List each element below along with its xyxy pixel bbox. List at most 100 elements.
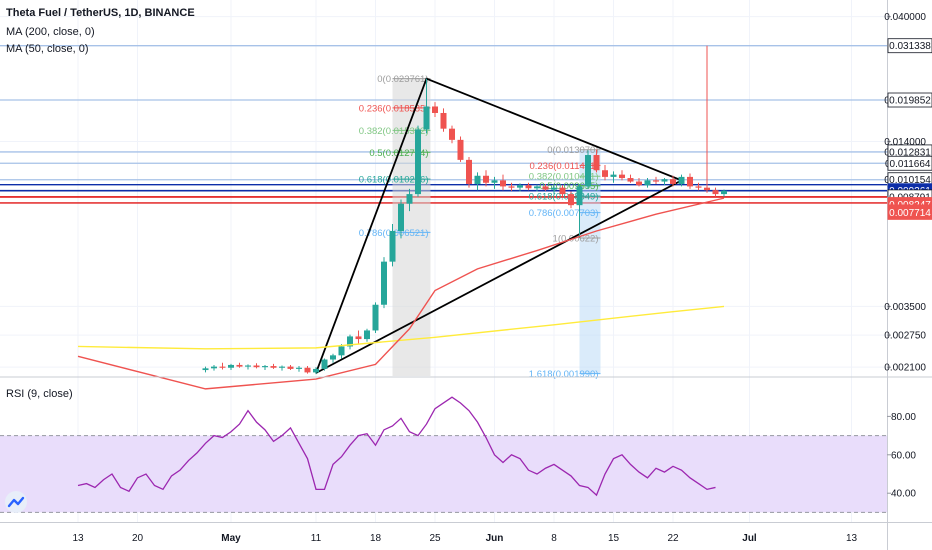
candle[interactable] [593, 149, 600, 173]
candle[interactable] [330, 353, 336, 363]
tradingview-logo-icon[interactable] [5, 491, 27, 513]
candle[interactable] [432, 102, 438, 118]
candle-body [585, 155, 591, 187]
ma50-line [77, 197, 725, 390]
candle[interactable] [602, 164, 608, 181]
rsi-pane [0, 396, 887, 513]
candle[interactable] [321, 358, 328, 371]
candle[interactable] [542, 183, 549, 191]
indicators [77, 197, 725, 390]
candle[interactable] [721, 189, 727, 197]
candle[interactable] [423, 78, 430, 134]
candle[interactable] [364, 328, 370, 342]
candle[interactable] [219, 362, 226, 370]
candle[interactable] [559, 185, 566, 197]
candle[interactable] [338, 344, 345, 359]
candle[interactable] [236, 362, 243, 368]
candle[interactable] [525, 182, 532, 191]
candle[interactable] [661, 178, 668, 186]
candle[interactable] [517, 183, 523, 192]
candle[interactable] [534, 184, 540, 192]
candle[interactable] [619, 170, 625, 181]
candle-body [449, 128, 455, 140]
candle[interactable] [704, 45, 710, 193]
candles [202, 45, 727, 375]
candle-body [653, 180, 659, 182]
candle[interactable] [508, 182, 515, 191]
candle[interactable] [695, 182, 702, 191]
svg-text:0.010154: 0.010154 [889, 175, 931, 186]
svg-text:0.031338: 0.031338 [889, 41, 931, 52]
candle[interactable] [406, 188, 413, 212]
candle[interactable] [415, 125, 421, 197]
fib-level-label: 0.786(0.007703) [529, 208, 599, 219]
candle[interactable] [678, 174, 685, 187]
candle-body [508, 186, 515, 188]
candle[interactable] [466, 156, 472, 188]
candle[interactable] [670, 175, 676, 187]
candle[interactable] [568, 191, 574, 209]
chart-title: Theta Fuel / TetherUS, 1D, BINANCE [6, 7, 195, 19]
candle[interactable] [245, 364, 251, 370]
candle[interactable] [440, 108, 447, 132]
y-tick-label: 0.002750 [884, 331, 926, 342]
svg-text:0.012831: 0.012831 [889, 147, 931, 158]
candle[interactable] [389, 223, 396, 267]
candle[interactable] [355, 330, 362, 344]
candle-body [670, 179, 676, 184]
candle[interactable] [313, 367, 319, 375]
x-tick-label: 18 [370, 533, 382, 544]
candle[interactable] [287, 364, 294, 371]
candle-body [704, 187, 710, 191]
candle[interactable] [398, 199, 404, 239]
rsi-band [0, 435, 887, 513]
candle[interactable] [253, 363, 260, 369]
candle[interactable] [279, 365, 285, 371]
candle[interactable] [500, 174, 506, 191]
candle[interactable] [372, 302, 379, 333]
candle[interactable] [474, 172, 481, 191]
candle-body [313, 368, 319, 373]
candle-body [321, 359, 328, 369]
candle[interactable] [457, 136, 464, 162]
candle-body [415, 129, 421, 195]
candle-body [236, 364, 243, 367]
candle[interactable] [712, 187, 719, 197]
svg-text:0.011664: 0.011664 [890, 159, 931, 170]
candle[interactable] [491, 176, 498, 189]
candle[interactable] [483, 170, 489, 187]
candle[interactable] [449, 125, 455, 144]
candle[interactable] [228, 363, 234, 371]
candle[interactable] [296, 366, 302, 372]
candle[interactable] [381, 257, 387, 309]
symmetrical-triangle[interactable] [315, 77, 684, 374]
candle-body [712, 190, 719, 195]
candle[interactable] [347, 334, 353, 350]
candle[interactable] [627, 174, 634, 183]
price-tag: 0.031338 [887, 38, 932, 54]
candle[interactable] [262, 364, 268, 371]
rsi-legend: RSI (9, close) [6, 388, 73, 400]
x-tick-label: 13 [846, 533, 858, 544]
candle[interactable] [202, 366, 209, 373]
candle[interactable] [644, 178, 651, 188]
candle[interactable] [304, 366, 311, 374]
candle[interactable] [551, 185, 557, 195]
candle-body [398, 203, 404, 231]
candle-body [517, 185, 523, 188]
price-tag: 0.007714 [887, 205, 932, 220]
candle[interactable] [610, 171, 617, 183]
candle-body [576, 186, 583, 206]
candle-body [304, 367, 311, 373]
candle[interactable] [576, 183, 583, 239]
candle[interactable] [211, 364, 217, 371]
candle[interactable] [585, 150, 591, 189]
candle[interactable] [636, 178, 642, 187]
fib-zone[interactable] [579, 149, 601, 374]
candle[interactable] [653, 176, 659, 184]
x-tick-label: Jun [486, 533, 504, 544]
candle[interactable] [687, 173, 693, 189]
candle[interactable] [270, 363, 277, 369]
fib-level-label: 0(0.013070) [547, 145, 598, 156]
candle-body [228, 364, 234, 368]
